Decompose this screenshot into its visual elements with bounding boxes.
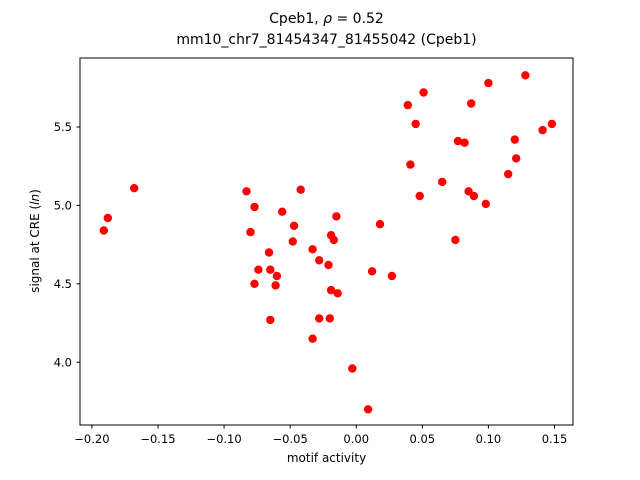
- rho-symbol: ρ: [323, 11, 333, 27]
- data-point: [246, 227, 255, 237]
- x-tick-label: −0.20: [74, 432, 109, 446]
- y-tick-label: 5.5: [54, 120, 72, 134]
- data-point: [451, 235, 460, 245]
- y-tick-label: 5.0: [54, 198, 72, 212]
- data-point: [512, 154, 521, 163]
- data-point: [415, 191, 424, 201]
- data-point: [419, 88, 428, 97]
- data-point: [278, 207, 287, 216]
- data-point: [411, 119, 420, 129]
- chart-title-line2: mm10_chr7_81454347_81455042 (Cpeb1): [176, 32, 477, 48]
- title-rho-value: = 0.52: [332, 11, 384, 27]
- title-gene-label: Cpeb1,: [269, 11, 324, 27]
- data-point: [484, 78, 493, 88]
- data-point: [288, 237, 297, 246]
- data-point: [481, 199, 490, 209]
- data-point: [289, 221, 299, 230]
- data-point: [315, 314, 324, 323]
- data-point: [521, 71, 530, 80]
- x-tick-label: −0.15: [140, 432, 175, 446]
- data-point: [547, 119, 557, 129]
- data-point: [296, 185, 305, 194]
- data-point: [130, 184, 139, 193]
- data-point: [271, 281, 280, 290]
- data-point: [403, 100, 412, 110]
- data-point: [324, 260, 333, 270]
- data-point: [99, 226, 109, 235]
- data-point: [308, 245, 317, 254]
- x-axis-label: motif activity: [286, 451, 367, 465]
- data-point: [250, 279, 259, 288]
- data-point: [272, 271, 282, 281]
- data-point: [315, 256, 324, 265]
- y-tick-label: 4.5: [54, 277, 72, 291]
- data-point: [460, 138, 469, 147]
- x-tick-label: −0.05: [273, 432, 308, 446]
- chart-title-line1: Cpeb1, ρ = 0.52: [80, 9, 573, 30]
- data-point: [538, 125, 547, 135]
- data-point: [332, 212, 341, 221]
- data-point: [254, 265, 263, 274]
- data-point: [308, 334, 317, 343]
- axes-frame: [79, 57, 574, 426]
- data-point: [453, 136, 463, 146]
- data-point: [325, 314, 334, 323]
- data-point: [250, 202, 259, 212]
- data-point: [504, 169, 513, 179]
- data-point: [326, 285, 336, 295]
- x-tick-label: 0.10: [476, 432, 502, 446]
- data-point: [242, 187, 251, 196]
- data-point: [329, 235, 338, 245]
- data-point: [363, 405, 373, 414]
- chart-title: Cpeb1, ρ = 0.52 mm10_chr7_81454347_81455…: [80, 9, 573, 51]
- data-point: [103, 213, 113, 223]
- data-point: [510, 135, 519, 144]
- y-tick-label: 4.0: [54, 355, 72, 369]
- data-point: [387, 271, 397, 281]
- data-point: [375, 220, 385, 229]
- data-point: [264, 248, 274, 257]
- x-tick-label: −0.10: [206, 432, 241, 446]
- x-tick-label: 0.05: [410, 432, 436, 446]
- data-point: [367, 267, 377, 276]
- data-point: [469, 191, 479, 201]
- data-point: [406, 160, 415, 169]
- data-point: [467, 99, 476, 108]
- x-tick-label: 0.00: [343, 432, 369, 446]
- data-point: [333, 289, 342, 298]
- x-tick-label: 0.15: [542, 432, 568, 446]
- data-point: [438, 177, 447, 187]
- data-point: [266, 315, 275, 325]
- data-point: [348, 364, 357, 373]
- data-point: [266, 265, 275, 274]
